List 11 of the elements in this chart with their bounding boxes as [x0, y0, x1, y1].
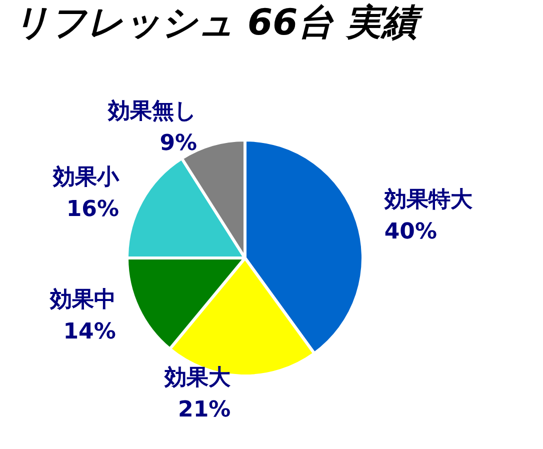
- data-label: 9%: [160, 130, 198, 156]
- data-label: 21%: [178, 397, 231, 422]
- data-label: 16%: [66, 196, 119, 222]
- slice-label: 効果大: [164, 365, 232, 390]
- data-label: 14%: [63, 319, 116, 344]
- slice-label: 効果中: [48, 287, 116, 312]
- slice-label: 効果特大: [383, 187, 474, 212]
- chart-title: リフレッシュ 66台 実績: [13, 2, 424, 44]
- slice-label: 効果小: [52, 164, 120, 190]
- data-label: 40%: [384, 219, 438, 244]
- slice-label: 効果無し: [107, 98, 198, 124]
